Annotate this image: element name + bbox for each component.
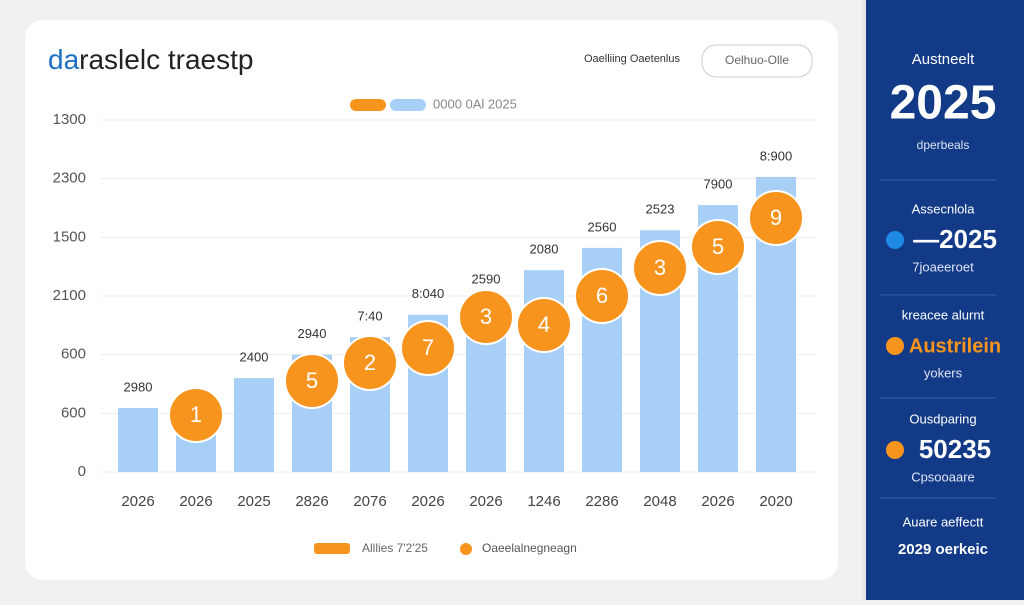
- x-tick-label: 2026: [179, 493, 212, 510]
- dot-label: 4: [538, 312, 550, 337]
- dot-label: 5: [306, 368, 318, 393]
- x-tick-label: 2025: [237, 493, 270, 510]
- legend-swatch: [314, 543, 350, 554]
- dot-label: 6: [596, 283, 608, 308]
- x-tick-label: 2026: [701, 493, 734, 510]
- sidebar-item-caption: 7joaeeroet: [912, 259, 974, 274]
- x-tick-label: 2826: [295, 493, 328, 510]
- dot: [400, 319, 456, 376]
- y-tick-label: 2100: [53, 287, 86, 304]
- dot-label: 3: [654, 255, 666, 280]
- sidebar-footer-label: Auare aeffectt: [903, 514, 984, 529]
- sidebar-item-caption: yokers: [924, 365, 963, 380]
- bar-annotation: 2400: [240, 350, 269, 365]
- x-tick-label: 2026: [469, 493, 502, 510]
- sidebar-item-dot: [886, 231, 904, 249]
- bar-annotation: 8:040: [412, 286, 445, 301]
- legend-swatch: [350, 99, 386, 111]
- y-tick-label: 600: [61, 346, 86, 363]
- dot: [632, 239, 688, 296]
- sidebar-edge: [862, 0, 866, 600]
- dot: [690, 218, 746, 275]
- dot: [168, 386, 224, 443]
- sidebar-year: 2025: [890, 77, 997, 130]
- sidebar-item-label: kreacee alurnt: [902, 307, 985, 322]
- sidebar-item-label: Ousdparing: [909, 411, 976, 426]
- y-tick-label: 2300: [53, 170, 86, 187]
- sidebar-heading: Austneelt: [912, 51, 975, 68]
- dot-label: 9: [770, 205, 782, 230]
- dot: [342, 334, 398, 391]
- bar: [118, 408, 158, 472]
- bar-annotation: 8:900: [760, 148, 793, 163]
- x-tick-label: 2048: [643, 493, 676, 510]
- dot: [516, 296, 572, 353]
- dot-label: 3: [480, 304, 492, 329]
- dot: [284, 352, 340, 409]
- bar-annotation: 2590: [472, 272, 501, 287]
- bar-annotation: 7:40: [357, 309, 382, 324]
- x-tick-label: 2076: [353, 493, 386, 510]
- dot-label: 7: [422, 335, 434, 360]
- bar-annotation: 7900: [704, 177, 733, 192]
- page-title: daraslelc traestp: [48, 44, 253, 75]
- x-tick-label: 2026: [121, 493, 154, 510]
- legend-swatch: [460, 543, 472, 555]
- sidebar-caption: dperbeals: [917, 138, 970, 152]
- sidebar-item-value: 50235: [919, 434, 991, 464]
- x-tick-label: 2026: [411, 493, 444, 510]
- sidebar: [862, 0, 1024, 600]
- dot: [458, 289, 514, 346]
- bar-annotation: 2560: [588, 219, 617, 234]
- x-tick-label: 2286: [585, 493, 618, 510]
- header-button[interactable]: [701, 44, 813, 78]
- header-button-label: Oelhuo-Olle: [725, 53, 789, 67]
- dot-label: 5: [712, 234, 724, 259]
- bar-annotation: 2980: [124, 379, 153, 394]
- y-tick-label: 1300: [53, 111, 86, 128]
- bar: [234, 378, 274, 472]
- dot-label: 1: [190, 402, 202, 427]
- sidebar-item-dot: [886, 441, 904, 459]
- card: [25, 20, 838, 580]
- legend-entry: Oaeelalnegneagn: [482, 541, 577, 555]
- y-tick-label: 1500: [53, 228, 86, 245]
- dot-label: 2: [364, 350, 376, 375]
- legend-entry: Alllies 7'2'25: [362, 541, 428, 555]
- dot: [574, 268, 630, 324]
- sidebar-item-caption: Cpsooaare: [911, 469, 975, 484]
- bar-annotation: 2080: [530, 242, 559, 257]
- bar-annotation: 2523: [646, 202, 675, 217]
- sidebar-item-label: Assecnlola: [912, 201, 976, 216]
- sidebar-item-dot: [886, 337, 904, 355]
- legend-swatch: [390, 99, 426, 111]
- sidebar-item-value: Austrilein: [909, 335, 1001, 357]
- sidebar-item-value: —2025: [913, 224, 997, 254]
- bar-annotation: 2940: [298, 326, 327, 341]
- legend-label: 0000 0Al 2025: [433, 96, 517, 111]
- sidebar-footer-value: 2029 oerkeic: [898, 541, 988, 558]
- x-tick-label: 1246: [527, 493, 560, 510]
- header-link[interactable]: Oaelliing Oaetenlus: [584, 53, 681, 65]
- y-tick-label: 600: [61, 404, 86, 421]
- dot: [748, 189, 804, 246]
- y-tick-label: 0: [78, 463, 86, 480]
- x-tick-label: 2020: [759, 493, 792, 510]
